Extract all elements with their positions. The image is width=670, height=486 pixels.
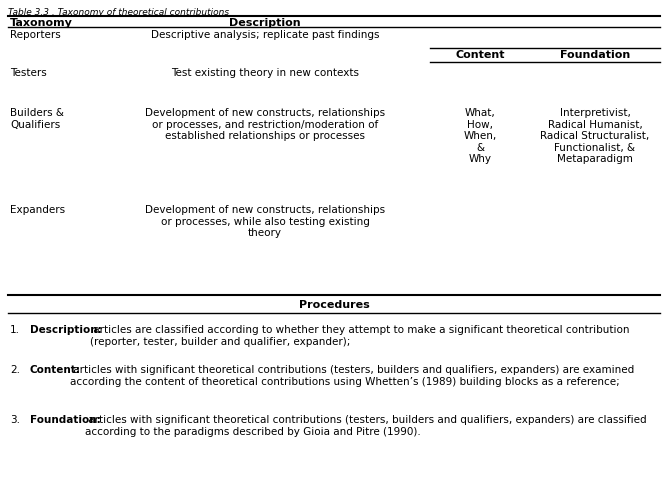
Text: 3.: 3. xyxy=(10,415,20,425)
Text: Builders &
Qualifiers: Builders & Qualifiers xyxy=(10,108,64,130)
Text: Taxonomy: Taxonomy xyxy=(10,18,73,28)
Text: Development of new constructs, relationships
or processes, while also testing ex: Development of new constructs, relations… xyxy=(145,205,385,238)
Text: Content: Content xyxy=(455,50,505,60)
Text: Description:: Description: xyxy=(30,325,102,335)
Text: articles are classified according to whether they attempt to make a significant : articles are classified according to whe… xyxy=(90,325,630,347)
Text: Table 3.3 . Taxonomy of theoretical contributions: Table 3.3 . Taxonomy of theoretical cont… xyxy=(8,8,229,17)
Text: 2.: 2. xyxy=(10,365,20,375)
Text: Content:: Content: xyxy=(30,365,81,375)
Text: Foundation: Foundation xyxy=(560,50,630,60)
Text: 1.: 1. xyxy=(10,325,20,335)
Text: Procedures: Procedures xyxy=(299,300,369,310)
Text: Foundation:: Foundation: xyxy=(30,415,100,425)
Text: Description: Description xyxy=(229,18,301,28)
Text: articles with significant theoretical contributions (testers, builders and quali: articles with significant theoretical co… xyxy=(85,415,647,436)
Text: What,
How,
When,
&
Why: What, How, When, & Why xyxy=(464,108,496,164)
Text: Expanders: Expanders xyxy=(10,205,65,215)
Text: Development of new constructs, relationships
or processes, and restriction/moder: Development of new constructs, relations… xyxy=(145,108,385,141)
Text: Reporters: Reporters xyxy=(10,30,61,40)
Text: Test existing theory in new contexts: Test existing theory in new contexts xyxy=(171,68,359,78)
Text: Descriptive analysis; replicate past findings: Descriptive analysis; replicate past fin… xyxy=(151,30,379,40)
Text: Testers: Testers xyxy=(10,68,47,78)
Text: articles with significant theoretical contributions (testers, builders and quali: articles with significant theoretical co… xyxy=(70,365,634,386)
Text: Interpretivist,
Radical Humanist,
Radical Structuralist,
Functionalist, &
Metapa: Interpretivist, Radical Humanist, Radica… xyxy=(541,108,650,164)
